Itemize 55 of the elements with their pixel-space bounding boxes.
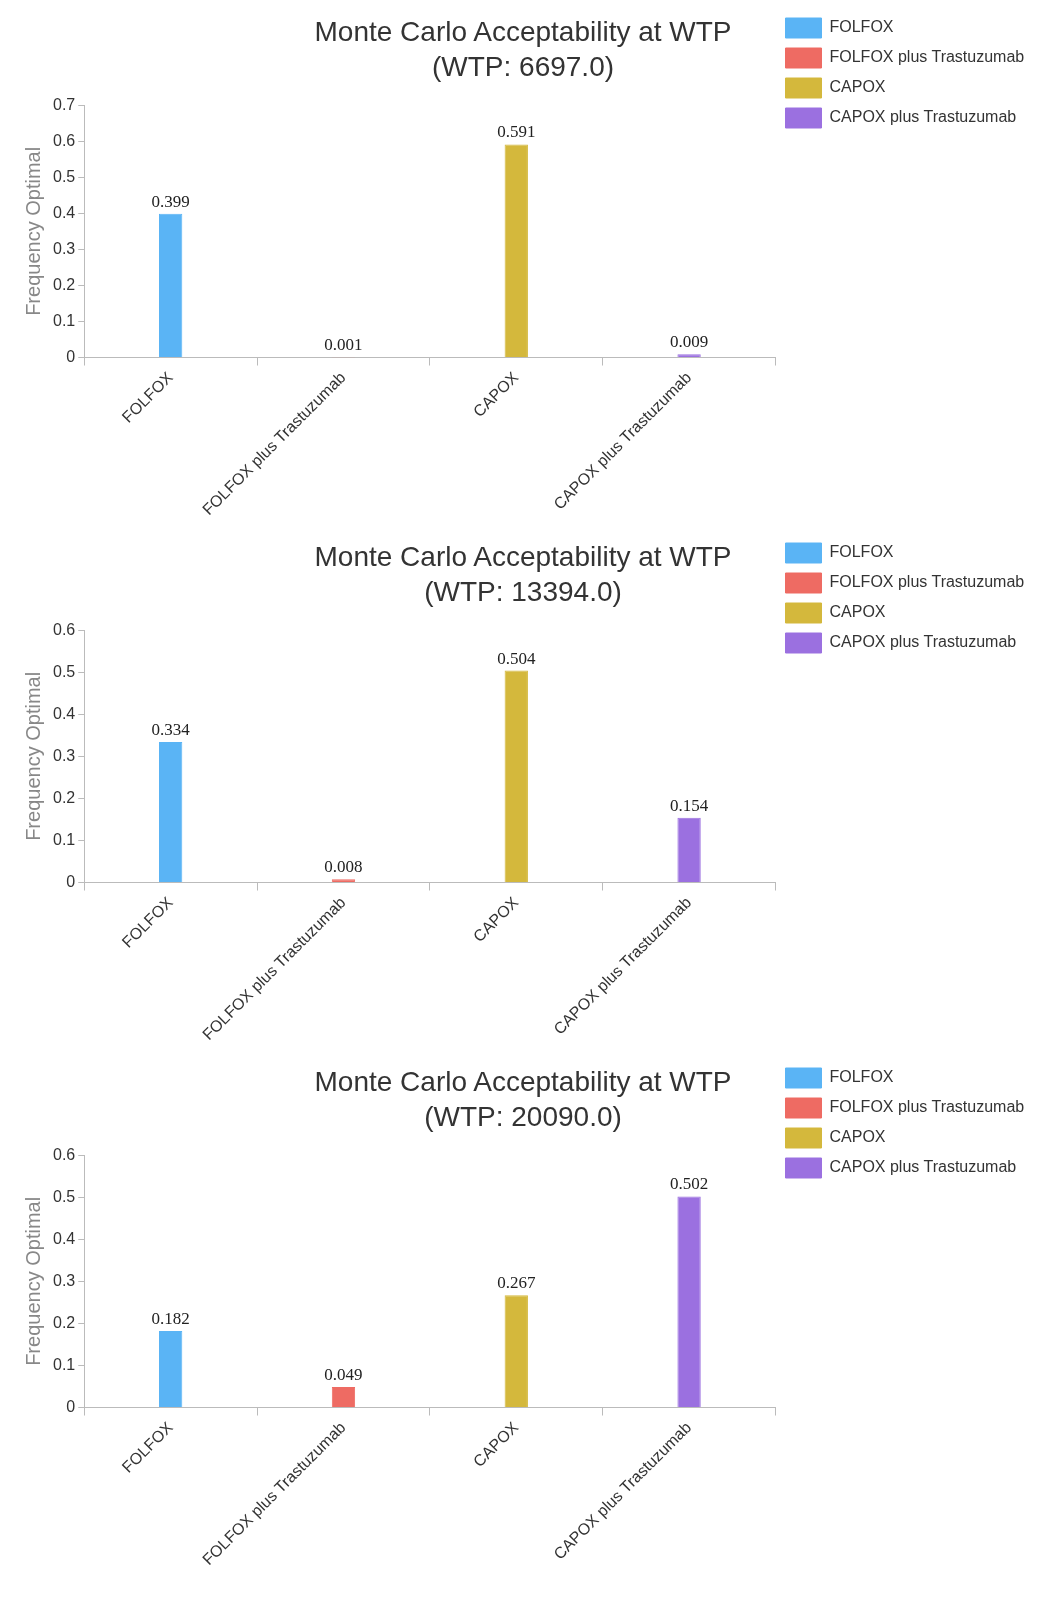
data-label: 0.334 [151,720,191,740]
data-label: 0.008 [324,857,363,877]
chart-subtitle: (WTP: 13394.0) [424,576,622,608]
y-tick-label: 0.1 [52,830,76,848]
y-tick-label: 0 [66,347,76,365]
legend-label: FOLFOX [829,543,894,561]
legend-label: CAPOX plus Trastuzumab [829,633,1017,651]
y-axis-title: Frequency Optimal [21,671,44,841]
y-tick-label: 0.3 [52,1271,76,1289]
y-tick-label: 0.5 [52,1187,76,1205]
data-label: 0.399 [151,191,190,211]
data-label: 0.049 [324,1364,363,1384]
y-axis-title: Frequency Optimal [21,1196,44,1366]
y-tick-label: 0 [66,872,76,890]
legend-label: FOLFOX plus Trastuzumab [829,1098,1025,1116]
legend-label: CAPOX plus Trastuzumab [829,1158,1017,1176]
legend-label: CAPOX plus Trastuzumab [829,108,1017,126]
y-tick-label: 0.2 [52,1313,76,1331]
legend-label: FOLFOX [829,1068,894,1086]
chart-title: Monte Carlo Acceptability at WTP [314,15,732,47]
chart-subtitle: (WTP: 20090.0) [424,1101,622,1133]
y-tick-label: 0.3 [52,746,76,764]
y-tick-label: 0.5 [52,662,76,680]
legend-label: FOLFOX plus Trastuzumab [829,48,1025,66]
legend-label: CAPOX [829,603,886,621]
y-tick-label: 0.2 [52,275,76,293]
chart-title: Monte Carlo Acceptability at WTP [314,540,732,572]
y-axis-title: Frequency Optimal [21,146,44,316]
y-tick-label: 0.1 [52,311,76,329]
data-label: 0.009 [669,332,709,352]
y-tick-label: 0.4 [52,1229,76,1247]
y-tick-label: 0.6 [52,131,76,149]
y-tick-label: 0.5 [52,167,76,185]
legend-label: CAPOX [829,78,886,96]
y-tick-label: 0.6 [52,620,76,638]
y-tick-label: 0.1 [52,1355,76,1373]
y-tick-label: 0.3 [52,239,76,257]
legend-label: CAPOX [829,1128,886,1146]
y-tick-label: 0 [66,1397,76,1415]
data-label: 0.502 [669,1174,709,1194]
y-tick-label: 0.6 [52,1145,76,1163]
chart-title: Monte Carlo Acceptability at WTP [314,1065,732,1097]
legend-label: FOLFOX [829,18,894,36]
legend-label: FOLFOX plus Trastuzumab [829,573,1025,591]
chart-subtitle: (WTP: 6697.0) [431,51,615,83]
y-tick-label: 0.4 [52,704,76,722]
data-label: 0.154 [669,795,709,815]
data-label: 0.001 [324,335,363,355]
data-label: 0.591 [497,122,536,142]
y-tick-label: 0.4 [52,203,76,221]
data-label: 0.504 [497,648,536,668]
data-label: 0.182 [151,1308,190,1328]
y-tick-label: 0.7 [52,95,76,113]
data-label: 0.267 [497,1273,536,1293]
y-tick-label: 0.2 [52,788,76,806]
